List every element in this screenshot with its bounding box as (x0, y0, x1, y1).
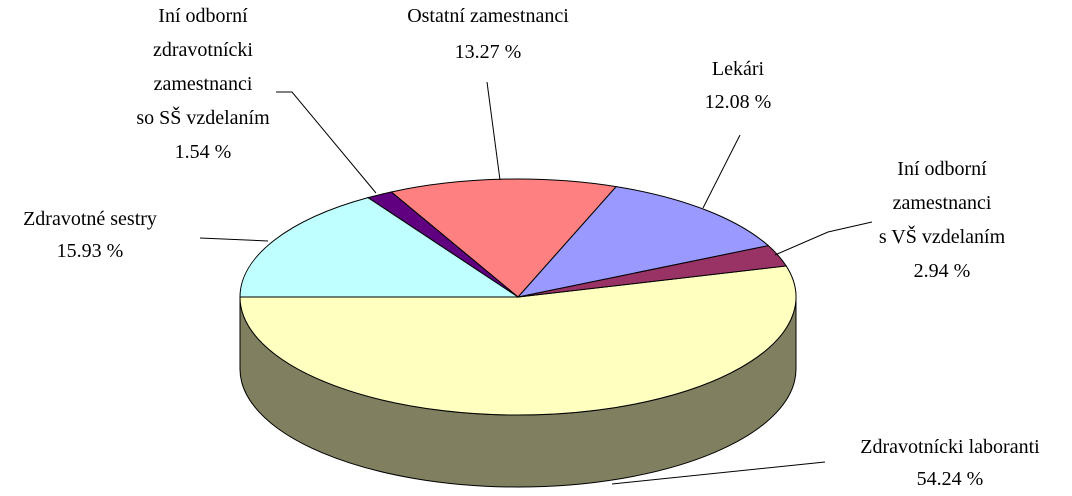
slice-label: Iní odborní zamestnanci s VŠ vzdelaním (879, 158, 1006, 248)
value-label: 2.94 % (914, 260, 971, 282)
value-label: 1.54 % (175, 141, 232, 163)
slice-label: Zdravotnícki laboranti (860, 436, 1040, 458)
value-label: 13.27 % (455, 41, 522, 63)
value-label: 15.93 % (57, 240, 124, 262)
slice-label: Zdravotné sestry (23, 208, 157, 230)
leader-line (774, 221, 873, 256)
leader-line (199, 237, 269, 242)
pie-slice (239, 197, 520, 298)
leader-line (611, 461, 826, 485)
slice-label: Ostatní zamestnanci (407, 5, 569, 27)
slice-label: Iní odborní zdravotnícki zamestnanci so SŠ … (136, 5, 270, 129)
leader-line (276, 91, 377, 194)
pie-slice (390, 178, 618, 298)
pie-slice (239, 265, 797, 416)
value-label: 12.08 % (705, 91, 772, 113)
leader-line (702, 134, 741, 209)
slice-label: Lekári (712, 58, 765, 80)
pie-slice (516, 186, 770, 298)
value-label: 54.24 % (917, 468, 984, 490)
leader-line (486, 81, 501, 181)
